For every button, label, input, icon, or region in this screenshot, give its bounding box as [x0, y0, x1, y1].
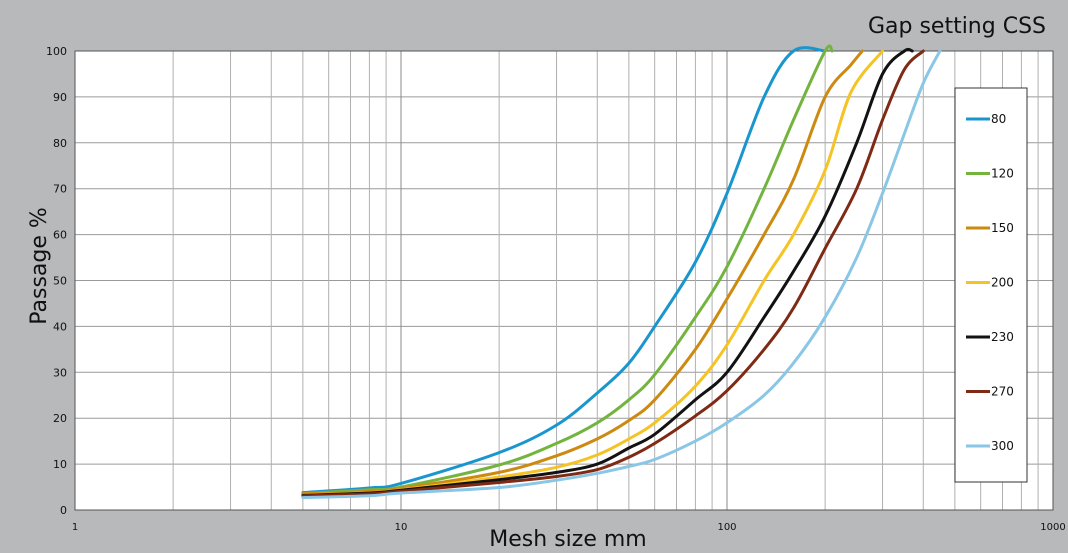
- legend-label-230: 230: [991, 330, 1014, 344]
- x-tick-label: 1: [72, 522, 78, 533]
- x-tick-label: 1000: [1040, 522, 1065, 533]
- plot-border: [74, 50, 1054, 511]
- series-line-150: [301, 49, 864, 496]
- y-tick-label: 10: [53, 458, 67, 471]
- legend-label-150: 150: [991, 221, 1014, 235]
- legend-box: [954, 87, 1028, 483]
- legend: 80 120 150 200 230 270 300: [954, 87, 1028, 483]
- legend-label-300: 300: [991, 439, 1014, 453]
- chart-title: Gap setting CSS: [868, 14, 1046, 39]
- y-tick-label: 0: [60, 504, 67, 517]
- y-axis-label: Passage %: [27, 207, 52, 325]
- legend-label-80: 80: [991, 112, 1006, 126]
- series-line-80: [301, 46, 827, 495]
- x-tick-label: 10: [395, 522, 408, 533]
- series-line-230: [301, 47, 914, 497]
- legend-label-120: 120: [991, 167, 1014, 181]
- y-tick-label: 60: [53, 229, 67, 242]
- y-tick-label: 20: [53, 412, 67, 425]
- series-lines: [301, 44, 942, 500]
- series-line-120: [301, 44, 834, 495]
- y-tick-label: 40: [53, 320, 67, 333]
- series-line-270: [301, 49, 925, 498]
- x-axis-label: Mesh size mm: [489, 527, 646, 552]
- legend-label-200: 200: [991, 276, 1014, 290]
- y-tick-label: 90: [53, 91, 67, 104]
- y-tick-label: 30: [53, 366, 67, 379]
- series-line-300: [301, 49, 942, 500]
- y-tick-label: 100: [46, 45, 67, 58]
- legend-label-270: 270: [991, 385, 1014, 399]
- y-tick-label: 70: [53, 183, 67, 196]
- y-tick-label: 50: [53, 275, 67, 288]
- x-tick-label: 100: [717, 522, 736, 533]
- y-tick-label: 80: [53, 137, 67, 150]
